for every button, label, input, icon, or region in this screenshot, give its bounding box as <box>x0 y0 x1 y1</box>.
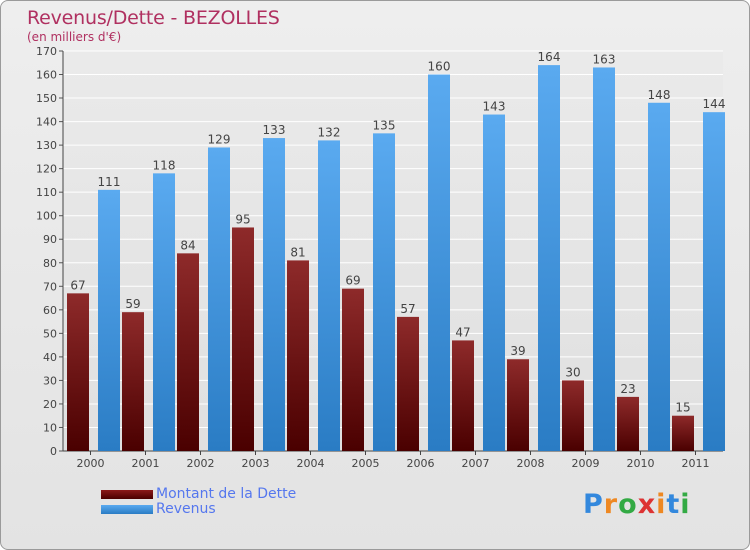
bar-revenus <box>318 140 340 452</box>
data-label-dette: 57 <box>400 302 415 316</box>
bar-dette <box>562 380 584 451</box>
y-tick-label: 130 <box>36 139 57 152</box>
bar-revenus <box>98 189 120 451</box>
y-tick-label: 160 <box>36 69 57 82</box>
bar-revenus <box>208 147 230 451</box>
data-label-revenus: 133 <box>263 123 286 137</box>
data-label-revenus: 143 <box>483 100 506 114</box>
y-tick-label: 30 <box>43 374 57 387</box>
legend-swatch-dette <box>101 490 153 499</box>
x-tick-label: 2001 <box>132 457 160 470</box>
bar-dette <box>452 340 474 451</box>
data-label-revenus: 164 <box>538 50 561 64</box>
data-label-revenus: 148 <box>648 88 671 102</box>
x-tick-label: 2006 <box>407 457 435 470</box>
x-tick-label: 2003 <box>242 457 270 470</box>
bar-dette <box>672 415 694 451</box>
y-tick-label: 110 <box>36 186 57 199</box>
x-tick-label: 2008 <box>517 457 545 470</box>
y-tick-label: 80 <box>43 257 57 270</box>
bar-dette <box>397 316 419 451</box>
y-tick-label: 100 <box>36 210 57 223</box>
data-label-dette: 84 <box>180 238 195 252</box>
bar-dette <box>122 312 144 451</box>
y-tick-label: 40 <box>43 351 57 364</box>
proxiti-logo: Proxiti <box>583 489 691 520</box>
bar-revenus <box>483 114 505 451</box>
logo-letter: P <box>583 489 604 520</box>
x-tick-label: 2000 <box>77 457 105 470</box>
data-label-dette: 23 <box>620 382 635 396</box>
x-tick-label: 2011 <box>682 457 710 470</box>
legend-label-dette: Montant de la Dette <box>156 486 297 502</box>
bar-dette <box>342 288 364 451</box>
data-label-revenus: 160 <box>428 60 451 74</box>
bar-dette <box>507 359 529 451</box>
data-label-revenus: 111 <box>98 175 121 189</box>
bar-revenus <box>263 138 285 451</box>
chart-subtitle: (en milliers d'€) <box>27 30 122 44</box>
y-tick-label: 10 <box>43 421 57 434</box>
data-label-revenus: 129 <box>208 132 231 146</box>
data-label-dette: 81 <box>290 245 305 259</box>
y-tick-label: 150 <box>36 92 57 105</box>
data-label-dette: 30 <box>565 365 580 379</box>
x-tick-label: 2005 <box>352 457 380 470</box>
y-tick-label: 120 <box>36 163 57 176</box>
data-label-dette: 47 <box>455 325 470 339</box>
bar-revenus <box>373 133 395 451</box>
x-tick-label: 2007 <box>462 457 490 470</box>
bar-dette <box>617 396 639 451</box>
y-tick-label: 70 <box>43 280 57 293</box>
data-label-revenus: 135 <box>373 118 396 132</box>
y-tick-label: 0 <box>50 445 57 458</box>
x-tick-label: 2009 <box>572 457 600 470</box>
x-tick-label: 2004 <box>297 457 325 470</box>
chart-title: Revenus/Dette - BEZOLLES <box>27 7 280 29</box>
data-label-dette: 95 <box>235 212 250 226</box>
logo-letter: r <box>603 489 619 520</box>
x-tick-label: 2002 <box>187 457 215 470</box>
y-tick-label: 170 <box>36 45 57 58</box>
bar-revenus <box>538 65 560 451</box>
y-tick-label: 20 <box>43 398 57 411</box>
y-tick-label: 60 <box>43 304 57 317</box>
data-label-revenus: 132 <box>318 125 341 139</box>
logo-letter: i <box>680 489 691 520</box>
data-label-dette: 67 <box>70 278 85 292</box>
logo-letter: o <box>618 489 638 520</box>
bar-revenus <box>593 67 615 452</box>
bar-dette <box>67 293 89 451</box>
bar-revenus <box>153 173 175 451</box>
y-tick-label: 90 <box>43 233 57 246</box>
bar-dette <box>287 260 309 451</box>
logo-letter: i <box>656 489 667 520</box>
bar-dette <box>177 253 199 451</box>
bar-revenus <box>648 102 670 451</box>
data-label-dette: 69 <box>345 274 360 288</box>
data-label-dette: 59 <box>125 297 140 311</box>
y-tick-label: 140 <box>36 116 57 129</box>
bar-dette <box>232 227 254 451</box>
legend-swatch-revenus <box>101 505 153 514</box>
x-tick-label: 2010 <box>627 457 655 470</box>
legend-label-revenus: Revenus <box>156 501 216 517</box>
logo-letter: x <box>637 489 657 520</box>
bar-revenus <box>428 74 450 451</box>
bar-revenus <box>703 112 725 452</box>
data-label-dette: 39 <box>510 344 525 358</box>
y-tick-label: 50 <box>43 327 57 340</box>
data-label-dette: 15 <box>675 401 690 415</box>
data-label-revenus: 118 <box>153 158 176 172</box>
data-label-revenus: 163 <box>593 52 616 66</box>
data-label-revenus: 144 <box>703 97 726 111</box>
logo-letter: t <box>666 489 681 520</box>
